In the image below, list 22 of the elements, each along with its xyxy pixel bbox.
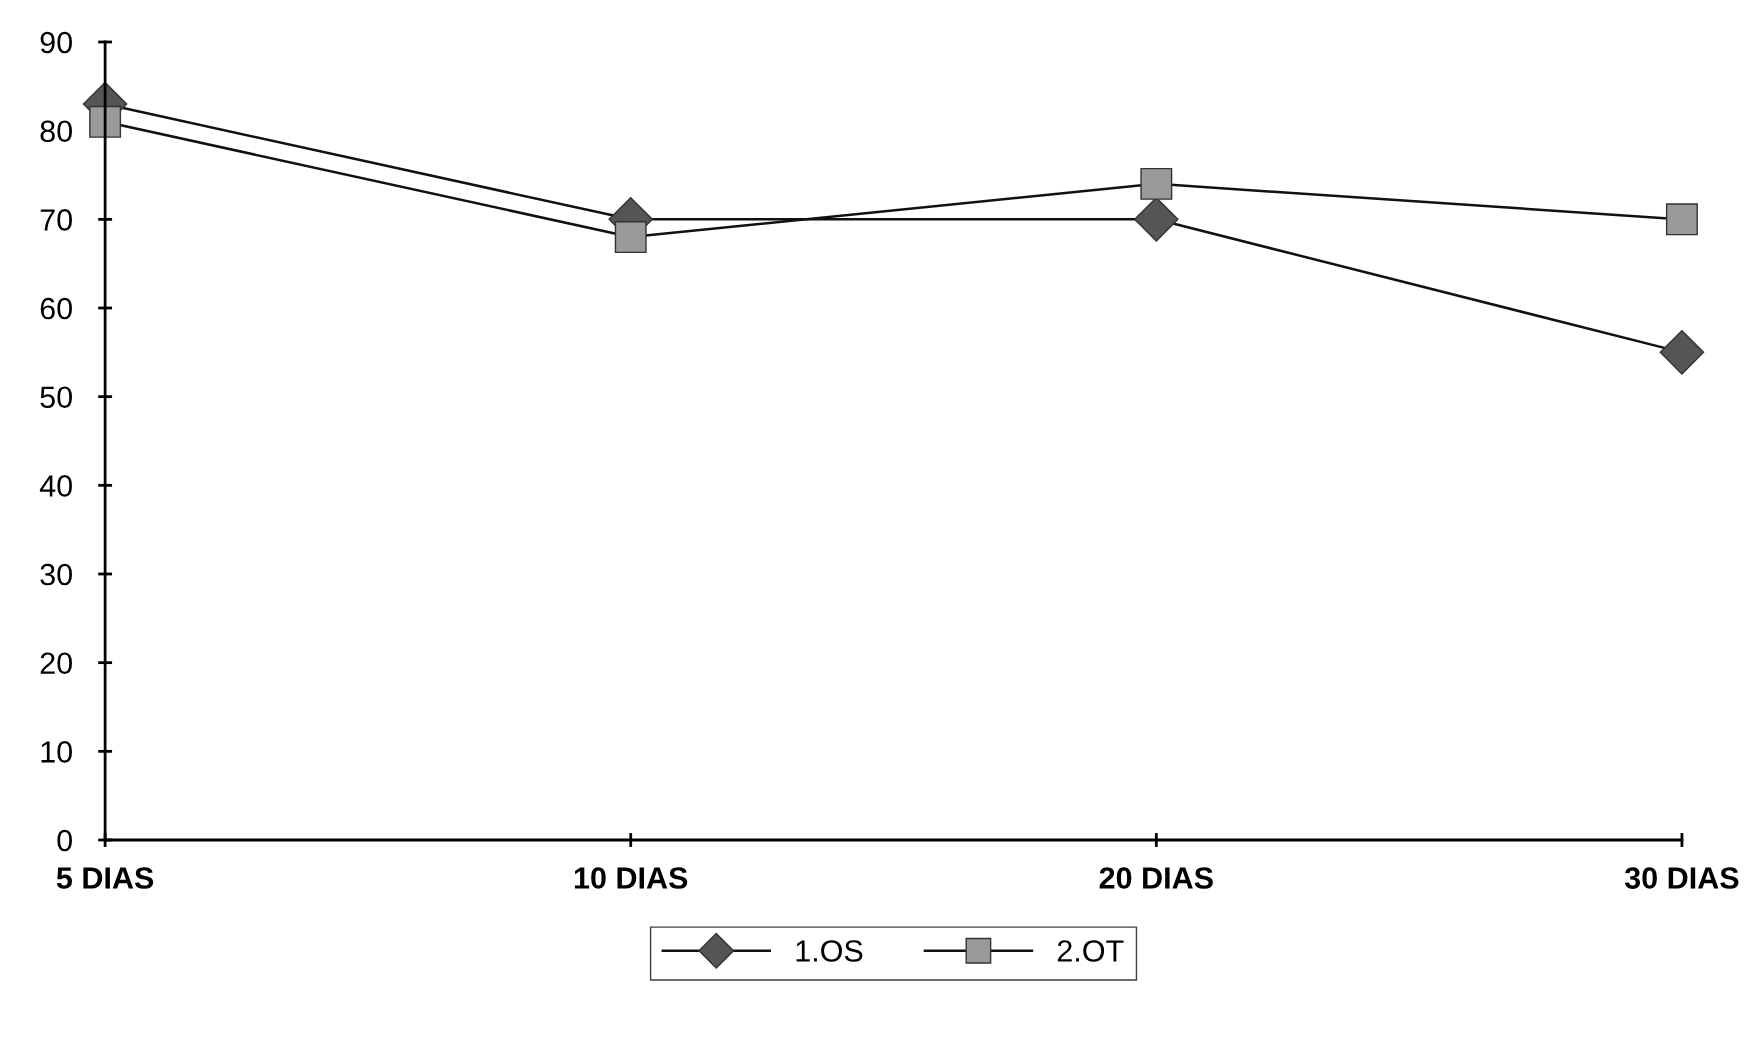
legend-label: 2.OT <box>1057 940 1124 962</box>
x-tick-label: 20 DIAS <box>1099 867 1213 889</box>
point <box>1665 203 1698 236</box>
y-tick-label: 40 <box>39 475 72 497</box>
y-tick-label: 10 <box>41 741 72 763</box>
point <box>1659 330 1705 375</box>
x-tick-label: 5 DIAS <box>56 867 154 889</box>
y-tick-label: 60 <box>40 297 72 320</box>
point <box>1140 167 1173 200</box>
y-tick-label: 30 <box>40 563 72 586</box>
x-tick-label: 10 DIAS <box>574 867 688 889</box>
legend-label: 1.OS <box>796 940 863 962</box>
point <box>1134 197 1179 242</box>
y-tick-label: 20 <box>40 652 72 675</box>
y-tick-label: 0 <box>57 829 72 852</box>
y-tick-label: 70 <box>40 209 72 231</box>
point <box>89 105 122 138</box>
point <box>614 221 647 254</box>
x-tick-label: 30 DIAS <box>1624 867 1739 889</box>
y-tick-label: 90 <box>40 31 72 54</box>
y-tick-label: 50 <box>40 386 72 409</box>
y-tick-label: 80 <box>40 120 72 143</box>
